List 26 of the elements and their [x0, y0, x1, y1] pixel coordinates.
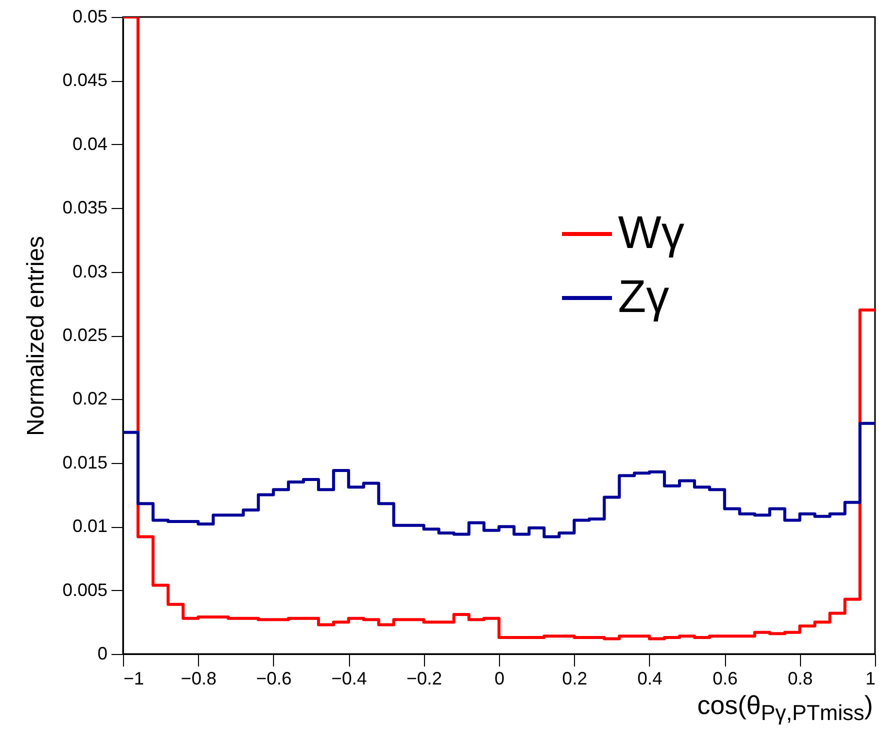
y-tick-label: 0.025	[62, 325, 108, 345]
y-tick-label: 0.035	[62, 198, 108, 218]
x-tick-label: −1	[124, 668, 144, 688]
y-tick-label: 0.01	[72, 516, 108, 536]
x-tick-label: 0	[494, 668, 505, 688]
y-tick-label: 0.05	[72, 6, 108, 26]
x-tick-label: 0.8	[788, 668, 813, 688]
x-tick-label: −0.6	[256, 668, 292, 688]
y-tick-label: 0.005	[62, 580, 108, 600]
y-tick-label: 0	[97, 644, 108, 664]
y-tick-label: 0.03	[72, 261, 108, 282]
legend-label: Wγ	[618, 206, 684, 258]
x-tick-label: −0.2	[406, 668, 442, 688]
x-tick-label: −0.4	[331, 668, 367, 688]
y-tick-label: 0.04	[72, 134, 108, 154]
x-tick-label: 1	[865, 668, 876, 688]
y-axis-title: Normalized entries	[22, 236, 50, 436]
x-tick-label: 0.4	[637, 668, 662, 688]
x-tick-label: 0.6	[712, 668, 738, 688]
y-tick-label: 0.015	[62, 452, 108, 472]
y-tick-label: 0.02	[72, 388, 108, 409]
x-axis-title: cos(θ$_{Pγ,PTmiss}$)	[697, 690, 873, 726]
x-tick-label: −0.8	[180, 668, 216, 688]
y-tick-label: 0.045	[62, 70, 108, 90]
legend-label: Zγ	[618, 270, 670, 322]
x-tick-label: 0.2	[562, 668, 588, 688]
